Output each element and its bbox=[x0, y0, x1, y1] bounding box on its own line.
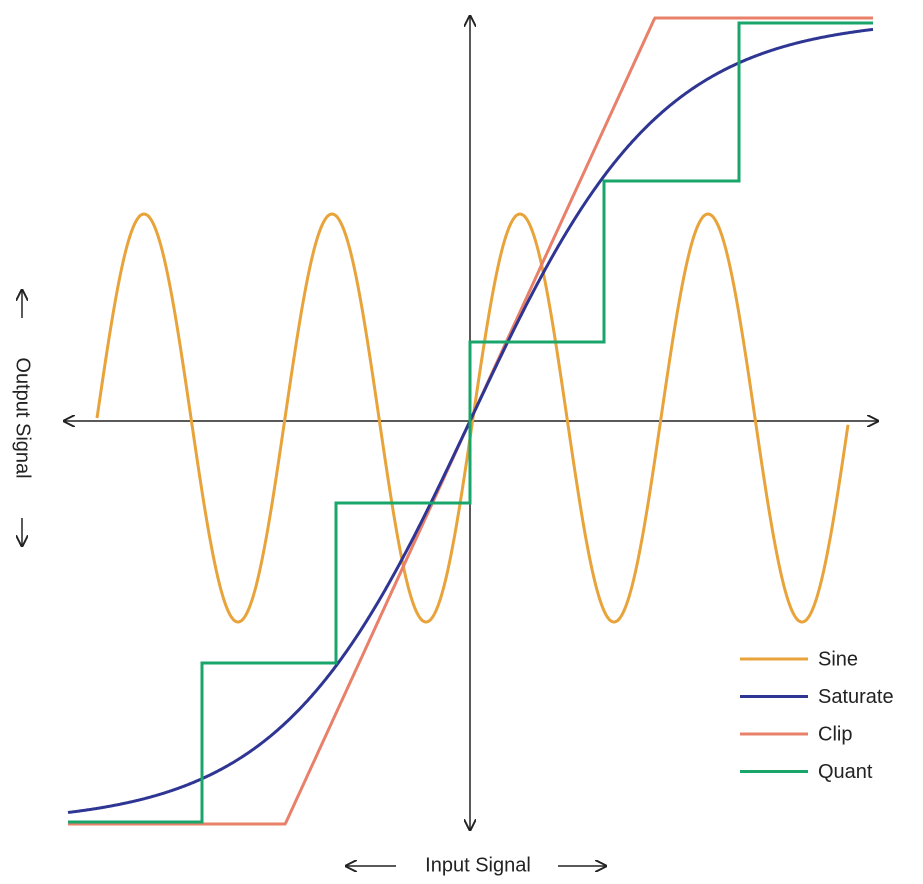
x-axis-label: Input Signal bbox=[425, 854, 531, 876]
legend-label: Quant bbox=[818, 761, 873, 783]
sine-curve bbox=[95, 212, 850, 624]
legend: Sine Saturate Clip Quant bbox=[740, 648, 894, 783]
legend-label: Sine bbox=[818, 648, 858, 670]
y-label-group: Output Signal bbox=[12, 290, 34, 546]
quant-curve bbox=[68, 21, 873, 824]
y-axis-label: Output Signal bbox=[12, 357, 34, 478]
curves bbox=[67, 16, 874, 826]
legend-label: Clip bbox=[818, 723, 852, 745]
legend-label: Saturate bbox=[818, 686, 894, 708]
